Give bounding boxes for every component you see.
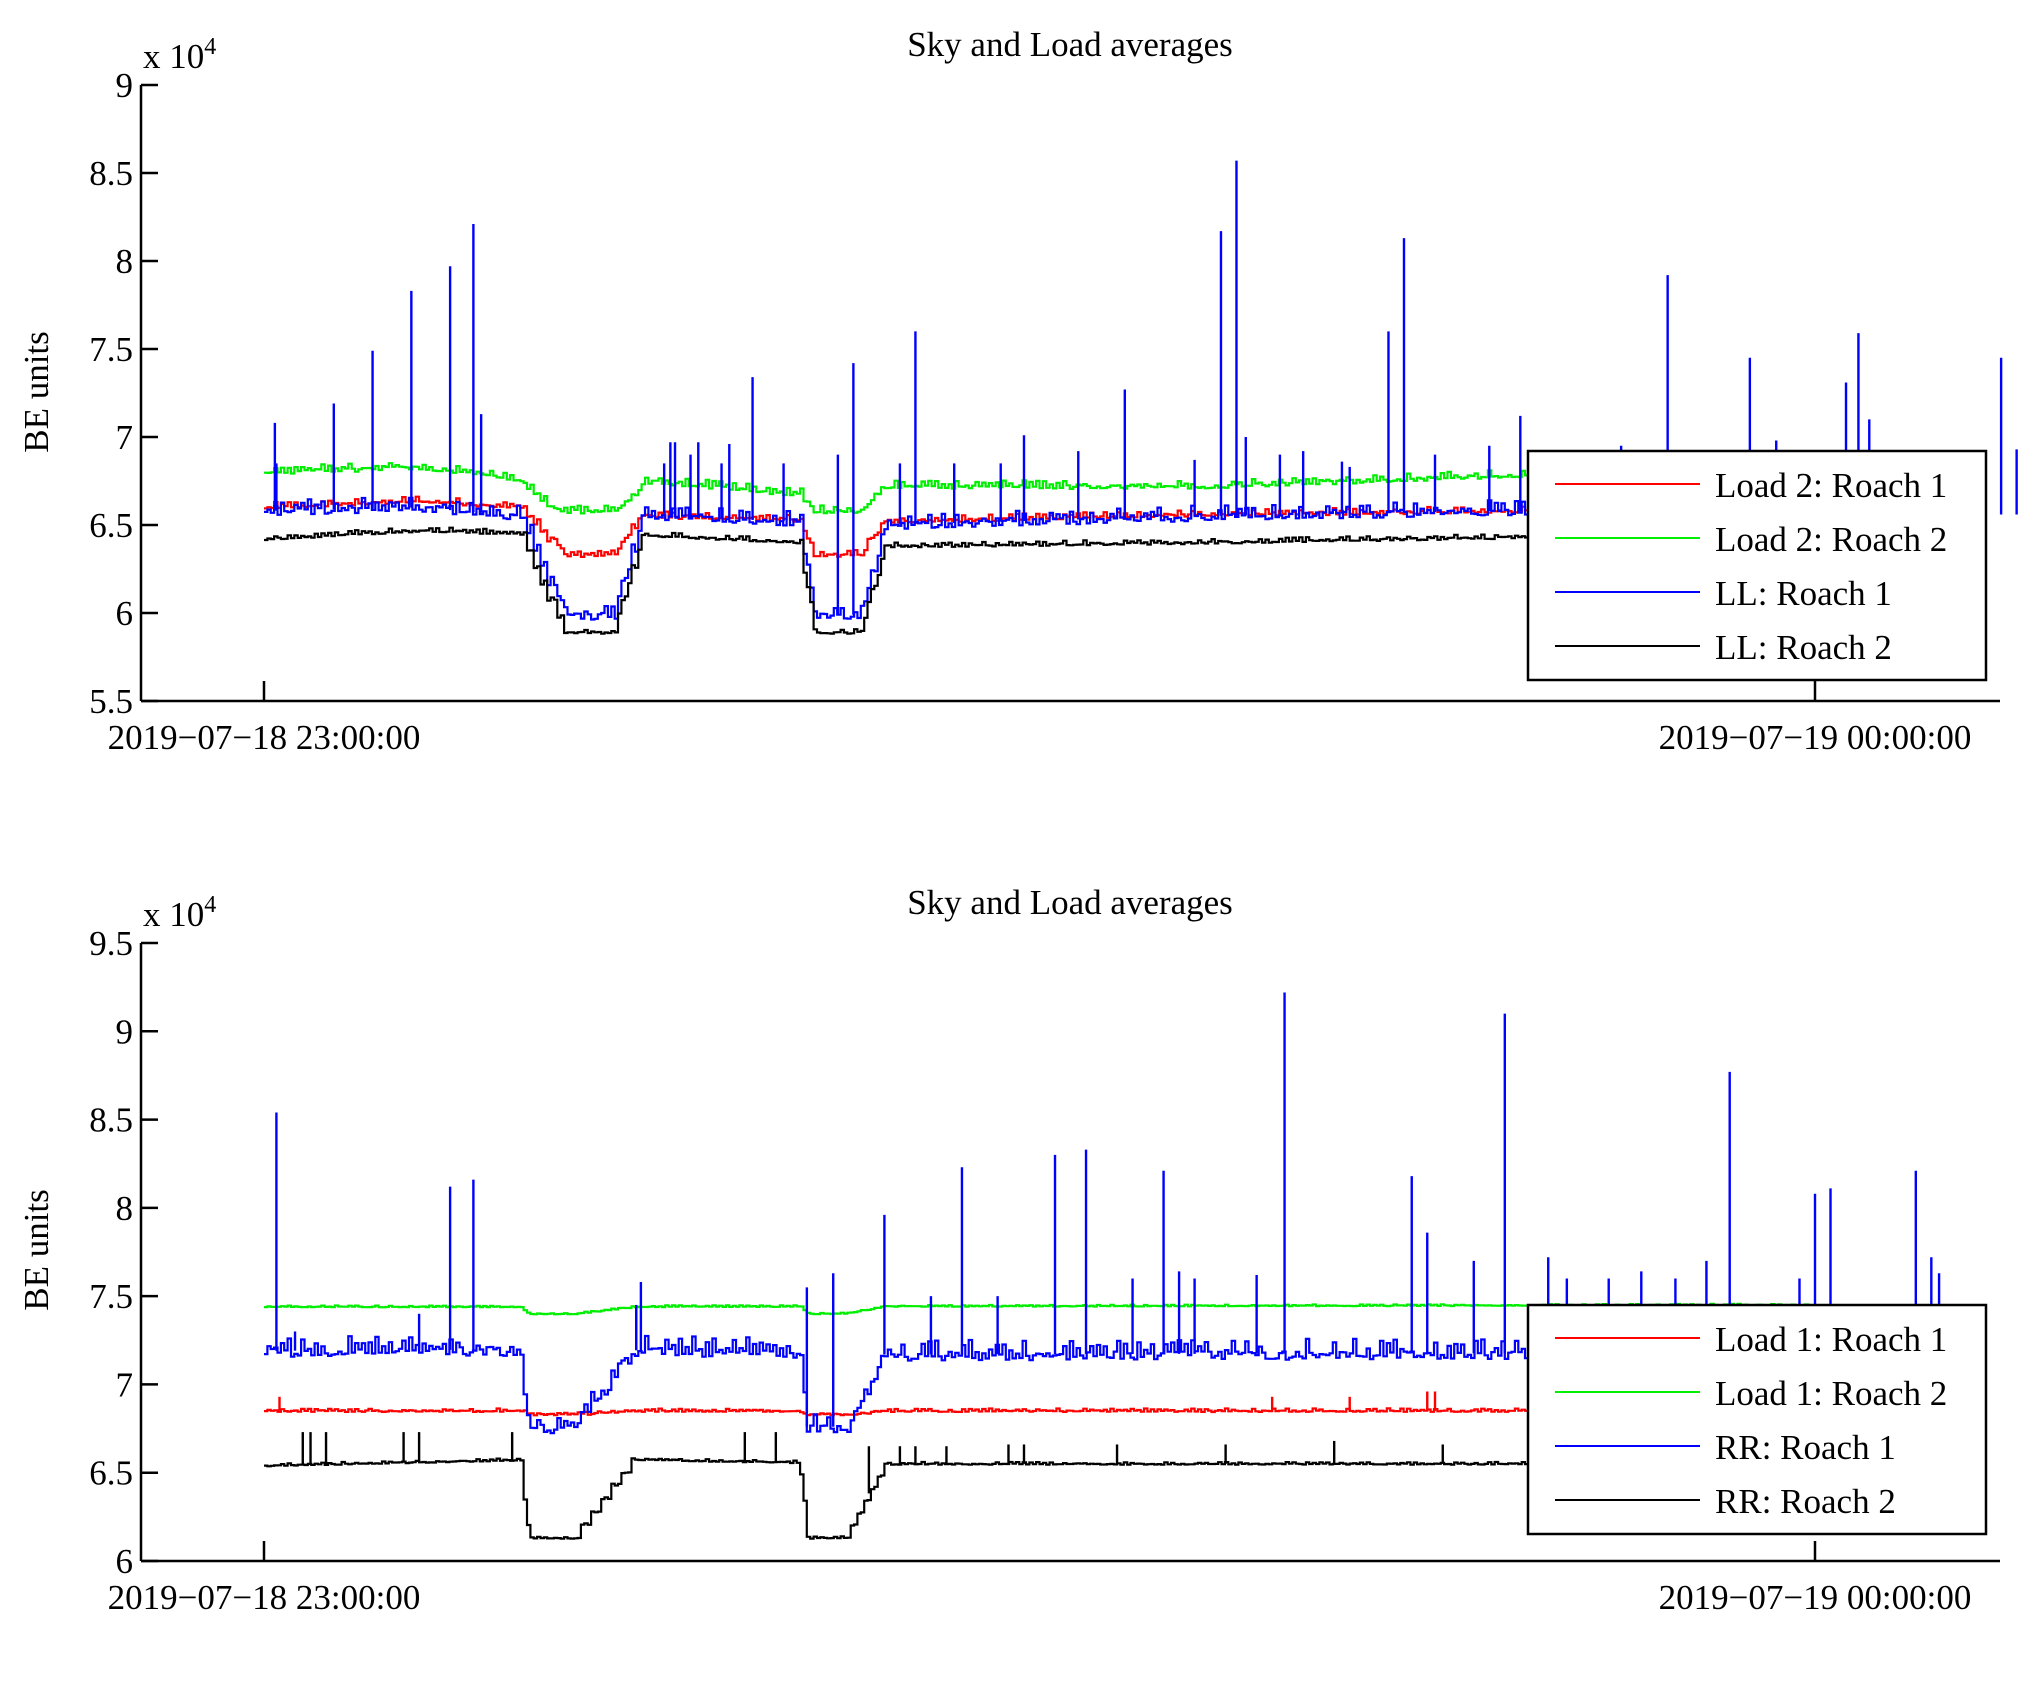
x-tick-label: 2019−07−18 23:00:00 — [108, 1578, 421, 1617]
chart-title: Sky and Load averages — [907, 883, 1233, 922]
legend: Load 1: Roach 1 Load 1: Roach 2 RR: Roach … — [1526, 1303, 1988, 1536]
y-multiplier: x 104 — [143, 34, 216, 76]
y-tick-label: 9 — [116, 66, 134, 105]
x-ticks: 2019−07−18 23:00:00 2019−07−19 00:00:00 — [108, 681, 1972, 757]
x-tick-label: 2019−07−19 00:00:00 — [1659, 718, 1972, 757]
y-multiplier: x 104 — [143, 892, 216, 934]
legend-label: LL: Roach 1 — [1715, 574, 1892, 613]
legend-label: Load 1: Roach 2 — [1715, 1374, 1947, 1413]
y-ticks: 9.5 9 8.5 8 7.5 7 6.5 6 — [89, 924, 158, 1581]
x-tick-label: 2019−07−19 00:00:00 — [1659, 1578, 1972, 1617]
top-chart: Sky and Load averages x 104 BE units 9 8.… — [17, 25, 2018, 757]
y-tick-label: 7.5 — [89, 330, 133, 369]
y-tick-label: 6.5 — [89, 1454, 133, 1493]
legend-label: RR: Roach 1 — [1715, 1428, 1896, 1467]
y-ticks: 9 8.5 8 7.5 7 6.5 6 5.5 — [89, 66, 158, 721]
y-tick-label: 6.5 — [89, 506, 133, 545]
y-tick-label: 8 — [116, 1189, 134, 1228]
legend-label: LL: Roach 2 — [1715, 628, 1892, 667]
y-tick-label: 8.5 — [89, 154, 133, 193]
legend-label: Load 1: Roach 1 — [1715, 1320, 1947, 1359]
legend-label: RR: Roach 2 — [1715, 1482, 1896, 1521]
y-tick-label: 5.5 — [89, 682, 133, 721]
y-axis-label: BE units — [17, 331, 56, 453]
y-tick-label: 7 — [116, 418, 134, 457]
axes — [139, 943, 2000, 1563]
legend-box — [1526, 1303, 1988, 1536]
legend-box — [1526, 449, 1988, 682]
y-tick-label: 6 — [116, 1542, 134, 1581]
y-tick-label: 7.5 — [89, 1277, 133, 1316]
y-tick-label: 9 — [116, 1012, 134, 1051]
axes — [139, 85, 2000, 703]
legend-label: Load 2: Roach 1 — [1715, 466, 1947, 505]
bottom-chart: Sky and Load averages x 104 BE units 9.5… — [17, 883, 2000, 1617]
y-axis-label: BE units — [17, 1189, 56, 1311]
y-tick-label: 8 — [116, 242, 134, 281]
y-tick-label: 8.5 — [89, 1101, 133, 1140]
y-tick-label: 9.5 — [89, 924, 133, 963]
y-tick-label: 6 — [116, 594, 134, 633]
chart-title: Sky and Load averages — [907, 25, 1233, 64]
legend-label: Load 2: Roach 2 — [1715, 520, 1947, 559]
legend: Load 2: Roach 1 Load 2: Roach 2 LL: Roach … — [1526, 449, 1988, 682]
y-tick-label: 7 — [116, 1365, 134, 1404]
x-tick-label: 2019−07−18 23:00:00 — [108, 718, 421, 757]
x-ticks: 2019−07−18 23:00:00 2019−07−19 00:00:00 — [108, 1541, 1972, 1617]
